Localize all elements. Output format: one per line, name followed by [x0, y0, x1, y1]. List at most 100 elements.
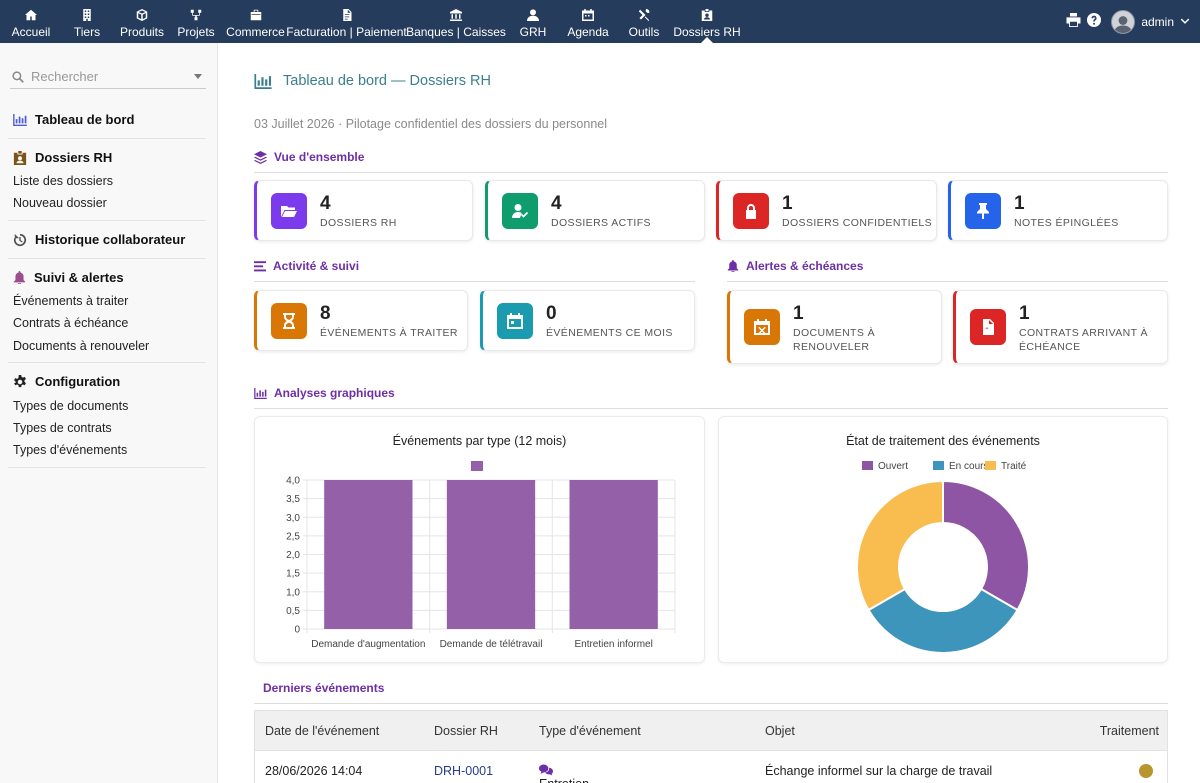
bar-chart: 0 0,5 1,0 1,5 2,0 2,5 3,0 3,5 4,0 Demande d'augme… [286, 461, 676, 650]
chart-icon [254, 387, 267, 399]
table-row[interactable]: 28/06/2026 14:04 DRH-0001 Entretien info… [254, 750, 1168, 783]
main-content: Tableau de bord — Dossiers RH 03 Juillet… [218, 43, 1200, 783]
status-dot [1139, 764, 1153, 778]
chart-icon [13, 113, 27, 126]
legend-swatch [471, 461, 483, 471]
chart-icon [254, 73, 272, 89]
col-objet[interactable]: Objet [765, 724, 795, 738]
nav-facturation[interactable]: Facturation | Paiement [286, 0, 407, 43]
sidebar-item-tableau-de-bord[interactable]: Tableau de bord [13, 112, 134, 127]
col-type[interactable]: Type d'événement [539, 724, 641, 738]
sidebar: Rechercher Tableau de bord Dossiers RH L… [0, 43, 218, 783]
page-title: Tableau de bord — Dossiers RH [254, 73, 491, 89]
sidebar-divider [8, 258, 206, 259]
y-tick-label: 1,0 [286, 587, 300, 598]
invoice-icon [340, 8, 353, 21]
building-icon [81, 8, 94, 21]
chevron-down-icon[interactable] [1180, 14, 1190, 29]
sidebar-item-suivi-alertes[interactable]: Suivi & alertes [13, 270, 124, 285]
legend-swatch [862, 461, 873, 470]
dropdown-arrow-icon[interactable] [194, 74, 202, 79]
tools-icon [638, 8, 651, 21]
sidebar-item-configuration[interactable]: Configuration [13, 374, 120, 389]
nav-accueil[interactable]: Accueil [12, 0, 50, 43]
id-badge-icon [701, 8, 714, 21]
file-pdf-icon [970, 309, 1006, 345]
gear-icon [14, 374, 26, 387]
donut-slice [942, 479, 1030, 612]
search-placeholder: Rechercher [31, 69, 99, 84]
id-badge-icon [13, 150, 27, 165]
card-label: DOCUMENTS À RENOUVELER [793, 327, 875, 353]
history-icon [13, 233, 27, 246]
donut-slice [867, 587, 1019, 654]
sidebar-link-contrats-a-echeance[interactable]: Contrats à échéance [13, 316, 129, 330]
calendar-x-icon [744, 309, 780, 345]
search-input[interactable]: Rechercher [10, 65, 206, 89]
donut-chart-panel: État de traitement des événements Ouvert… [718, 416, 1168, 663]
nav-grh[interactable]: GRH [519, 0, 547, 43]
nav-produits[interactable]: Produits [120, 0, 164, 43]
sidebar-item-historique[interactable]: Historique collaborateur [13, 232, 185, 247]
card-notes-epinglees[interactable]: 1 NOTES ÉPINGLÉES [948, 180, 1168, 241]
print-icon[interactable] [1066, 13, 1081, 30]
user-name[interactable]: admin [1141, 14, 1174, 29]
calendar-icon [582, 8, 595, 21]
sidebar-divider [8, 220, 206, 221]
sidebar-divider [8, 362, 206, 363]
bank-icon [450, 8, 463, 21]
sidebar-link-evenements-a-traiter[interactable]: Événements à traiter [13, 294, 129, 308]
section-activite-suivi: Activité & suivi [254, 259, 695, 282]
bar-chart-title: Événements par type (12 mois) [392, 434, 567, 448]
nav-banques[interactable]: Banques | Caisses [406, 0, 506, 43]
col-date[interactable]: Date de l'événement [265, 724, 380, 738]
nav-projets[interactable]: Projets [177, 0, 215, 43]
sidebar-link-liste-dossiers[interactable]: Liste des dossiers [13, 174, 114, 188]
sidebar-link-types-contrats[interactable]: Types de contrats [13, 421, 112, 435]
nav-tiers[interactable]: Tiers [71, 0, 103, 43]
card-evenements-a-traiter[interactable]: 8 ÉVÉNEMENTS À TRAITER [254, 290, 468, 351]
help-icon[interactable] [1087, 13, 1102, 30]
sidebar-item-dossiers-rh[interactable]: Dossiers RH [13, 150, 112, 165]
donut-slice [856, 479, 944, 612]
card-dossiers-confidentiels[interactable]: 1 DOSSIERS CONFIDENTIELS [716, 180, 937, 241]
x-tick-label: Demande d'augmentation [311, 639, 425, 650]
calendar-icon [497, 303, 533, 339]
x-tick-label: Entretien informel [574, 639, 652, 650]
nav-agenda[interactable]: Agenda [567, 0, 609, 43]
card-dossiers-actifs[interactable]: 4 DOSSIERS ACTIFS [485, 180, 705, 241]
sidebar-link-types-evenements[interactable]: Types d'événements [13, 443, 128, 457]
section-analyses-graphiques: Analyses graphiques [254, 386, 1168, 409]
sidebar-link-nouveau-dossier[interactable]: Nouveau dossier [13, 196, 107, 210]
nav-outils[interactable]: Outils [628, 0, 660, 43]
nav-dossiers-rh[interactable]: Dossiers RH [673, 0, 741, 43]
bell-icon [13, 271, 26, 284]
top-right-tools: admin [1066, 8, 1190, 35]
avatar[interactable] [1111, 9, 1136, 34]
sidebar-link-documents-a-renouveler[interactable]: Documents à renouveler [13, 339, 150, 353]
top-navbar: Accueil Tiers Produits Projets Commerce … [0, 0, 1200, 43]
card-dossiers-rh[interactable]: 4 DOSSIERS RH [254, 180, 473, 241]
sidebar-link-types-documents[interactable]: Types de documents [13, 399, 129, 413]
bar-chart-panel: Événements par type (12 mois) 0 0,5 1,0 1,5… [254, 416, 705, 663]
cell-objet: Échange informel sur la charge de travai… [765, 764, 993, 778]
user-check-icon [502, 193, 538, 229]
y-tick-label: 2,5 [286, 531, 300, 542]
card-documents-a-renouveler[interactable]: 1 DOCUMENTS À RENOUVELER [727, 290, 942, 364]
section-vue-ensemble: Vue d'ensemble [254, 150, 1168, 173]
user-icon [527, 8, 540, 21]
cube-icon [136, 8, 149, 21]
card-evenements-ce-mois[interactable]: 0 ÉVÉNEMENTS CE MOIS [480, 290, 695, 351]
donut-chart: Ouvert En cours Traité [856, 461, 1030, 654]
card-contrats-echeance[interactable]: 1 CONTRATS ARRIVANT À ÉCHÉANCE [953, 290, 1168, 364]
cell-dossier-link[interactable]: DRH-0001 [434, 764, 494, 778]
nav-commerce[interactable]: Commerce [226, 0, 285, 43]
col-traitement[interactable]: Traitement [1099, 724, 1159, 738]
list-icon [254, 260, 266, 271]
bell-icon [727, 260, 739, 272]
table-header: Date de l'événement Dossier RH Type d'év… [254, 710, 1168, 750]
comments-icon [539, 764, 553, 776]
bar [446, 480, 536, 629]
y-tick-label: 0,5 [286, 606, 300, 617]
col-dossier[interactable]: Dossier RH [434, 724, 498, 738]
